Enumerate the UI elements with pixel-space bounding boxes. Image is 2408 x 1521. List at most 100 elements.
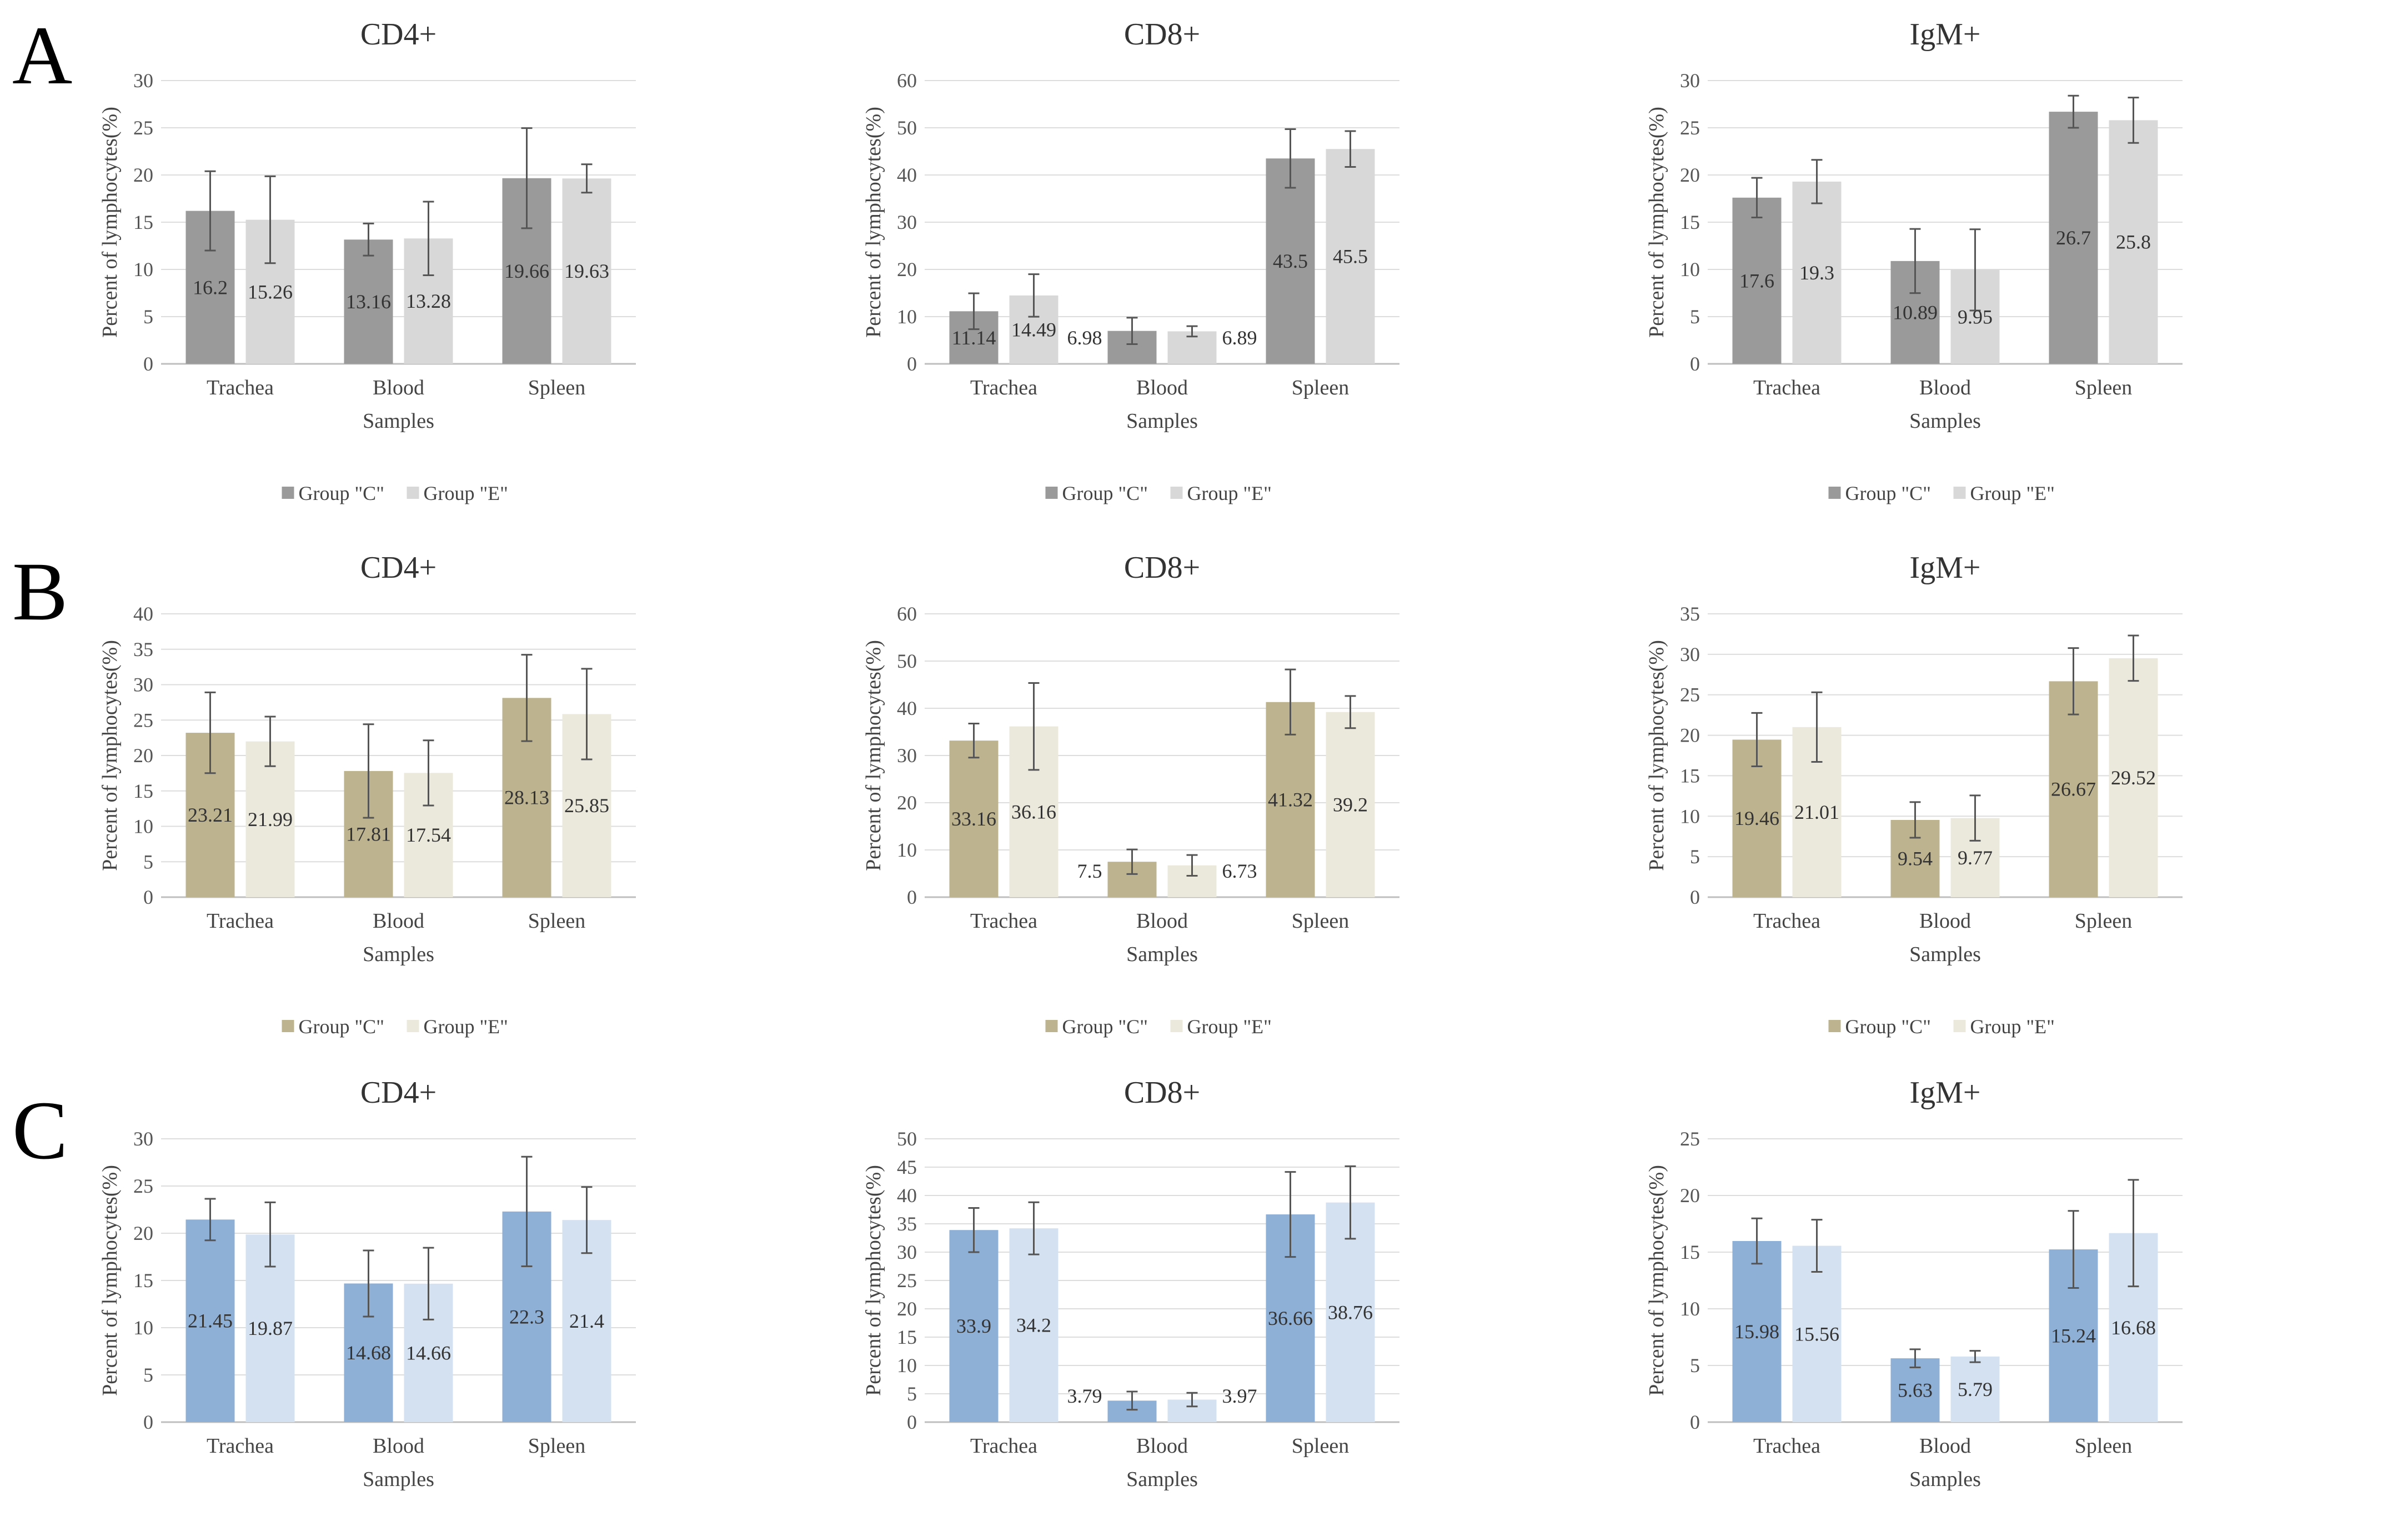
bar-group-e-spleen: [2109, 658, 2158, 897]
data-label: 17.6: [1739, 269, 1774, 292]
x-axis-title: Samples: [1126, 943, 1198, 966]
y-tick-label: 40: [897, 1184, 917, 1207]
bar-group-c-blood: [344, 239, 393, 364]
data-label: 10.89: [1893, 301, 1938, 323]
bar-group-c-trachea: [1732, 197, 1782, 364]
data-label: 21.99: [248, 808, 293, 830]
x-tick-label-trachea: Trachea: [970, 1434, 1037, 1458]
bar-group-e-trachea: [1009, 1228, 1058, 1422]
data-label: 6.98: [1067, 327, 1102, 349]
data-label: 6.89: [1222, 327, 1257, 349]
y-tick-label: 0: [907, 353, 917, 375]
y-tick-label: 10: [133, 815, 153, 838]
x-tick-label-spleen: Spleen: [528, 909, 585, 933]
chart-a-cd8: CD8+ 0 10 20 30 40 50 60 Percent of lymphocytes(…: [862, 17, 1399, 504]
y-tick-label: 0: [1690, 353, 1700, 375]
y-axis-title: Percent of lymphocytes(%): [98, 640, 122, 871]
x-axis-title: Samples: [363, 409, 434, 433]
bar-group-e-spleen: [1326, 712, 1375, 897]
data-label: 11.14: [952, 327, 996, 349]
legend: Group "C" Group "E": [1828, 482, 2055, 504]
bar-group-c-spleen: [1266, 158, 1315, 364]
y-tick-label: 30: [133, 1128, 153, 1150]
chart-c-igm: IgM+ 0 5 10 15 20 25 Percent of lymphocytes(%) 1…: [1645, 1075, 2183, 1491]
y-tick-label: 10: [133, 258, 153, 281]
x-tick-label-spleen: Spleen: [528, 1434, 585, 1458]
bar-group-e-trachea: [245, 741, 295, 897]
data-label: 5.79: [1958, 1378, 1993, 1400]
y-tick-label: 5: [143, 1364, 153, 1386]
bar-group-e-trachea: [1792, 1245, 1842, 1422]
y-tick-label: 10: [897, 306, 917, 328]
data-label: 17.81: [346, 823, 391, 845]
legend-label-group-e: Group "E": [424, 1015, 508, 1038]
data-label: 25.8: [2116, 231, 2151, 253]
chart-title: CD4+: [360, 551, 437, 585]
y-tick-label: 15: [1680, 764, 1700, 787]
bar-group-e-spleen: [1326, 149, 1375, 364]
data-label: 16.68: [2111, 1317, 2156, 1339]
data-label: 15.24: [2051, 1325, 2096, 1347]
y-tick-label: 15: [133, 780, 153, 802]
y-tick-label: 5: [143, 850, 153, 873]
y-tick-label: 25: [1680, 684, 1700, 706]
y-tick-label: 5: [1690, 306, 1700, 328]
legend-swatch-group-c: [1828, 487, 1841, 499]
chart-b-cd4: CD4+ 0 5 10 15 20 25 30 35 40 Percent of lymphocyt…: [98, 551, 636, 1038]
legend-label-group-c: Group "C": [1062, 482, 1148, 504]
legend-label-group-c: Group "C": [1845, 482, 1931, 504]
panel-letter-c: C: [12, 1084, 68, 1177]
data-label: 3.97: [1222, 1385, 1257, 1407]
x-tick-label-trachea: Trachea: [207, 1434, 274, 1458]
y-axis-title: Percent of lymphocytes(%): [98, 107, 122, 338]
data-label: 19.87: [248, 1317, 293, 1339]
x-axis-title: Samples: [1909, 409, 1981, 433]
chart-a-igm: IgM+ 0 5 10 15 20 25 30 Percent of lymphocytes(%…: [1645, 17, 2183, 504]
legend: Group "C" Group "E": [1045, 482, 1272, 504]
data-label: 36.16: [1011, 800, 1056, 823]
data-label: 43.5: [1273, 250, 1308, 272]
y-axis-title: Percent of lymphocytes(%): [862, 640, 885, 871]
y-tick-label: 60: [897, 69, 917, 92]
data-label: 21.01: [1794, 801, 1839, 823]
y-tick-label: 20: [1680, 164, 1700, 186]
data-label: 15.26: [248, 281, 293, 303]
bar-group-c-trachea: [949, 1230, 999, 1422]
data-label: 41.32: [1268, 788, 1313, 810]
bar-group-c-trachea: [1732, 1241, 1782, 1422]
data-label: 9.54: [1898, 847, 1933, 869]
chart-title: CD4+: [360, 1075, 437, 1110]
y-tick-label: 20: [897, 258, 917, 281]
y-axis-title: Percent of lymphocytes(%): [1645, 640, 1668, 871]
y-tick-label: 5: [1690, 1354, 1700, 1377]
data-label: 14.66: [406, 1342, 451, 1364]
chart-c-cd4: CD4+ 0 5 10 15 20 25 30 Percent of lymphocytes(%…: [98, 1075, 636, 1491]
chart-c-cd8: CD8+ 0 5 10 15 20 25 30 35 40 45 50 Percent of lymph…: [862, 1075, 1399, 1491]
bar-group-c-spleen: [2049, 681, 2098, 897]
y-tick-label: 10: [897, 1354, 917, 1377]
x-tick-label-trachea: Trachea: [207, 909, 274, 933]
chart-title: CD8+: [1124, 17, 1200, 52]
y-tick-label: 0: [1690, 1411, 1700, 1433]
y-tick-label: 40: [897, 164, 917, 186]
x-tick-label-spleen: Spleen: [2075, 909, 2132, 933]
data-label: 29.52: [2111, 767, 2156, 789]
y-tick-label: 30: [897, 744, 917, 767]
x-tick-label-blood: Blood: [1919, 1434, 1971, 1458]
y-tick-label: 20: [133, 744, 153, 767]
y-tick-label: 50: [897, 1128, 917, 1150]
y-tick-label: 20: [133, 1222, 153, 1244]
data-label: 19.46: [1734, 807, 1779, 829]
y-tick-label: 20: [133, 164, 153, 186]
y-tick-label: 0: [1690, 886, 1700, 908]
data-label: 25.85: [564, 794, 609, 817]
x-tick-label-spleen: Spleen: [2075, 1434, 2132, 1458]
y-tick-label: 50: [897, 117, 917, 139]
data-label: 33.16: [951, 808, 996, 830]
chart-title: IgM+: [1909, 551, 1980, 585]
chart-title: IgM+: [1909, 1075, 1980, 1110]
data-label: 17.54: [406, 824, 451, 846]
y-tick-label: 15: [897, 1326, 917, 1348]
data-label: 3.79: [1067, 1385, 1102, 1407]
